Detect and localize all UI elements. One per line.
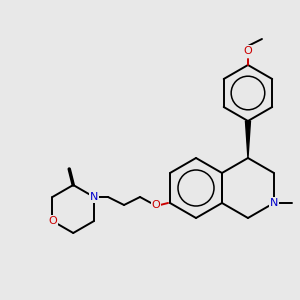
Text: O: O xyxy=(244,46,252,56)
Text: O: O xyxy=(48,216,57,226)
Text: N: N xyxy=(270,198,278,208)
Text: O: O xyxy=(152,200,160,210)
Polygon shape xyxy=(245,121,250,158)
Text: N: N xyxy=(90,192,98,202)
